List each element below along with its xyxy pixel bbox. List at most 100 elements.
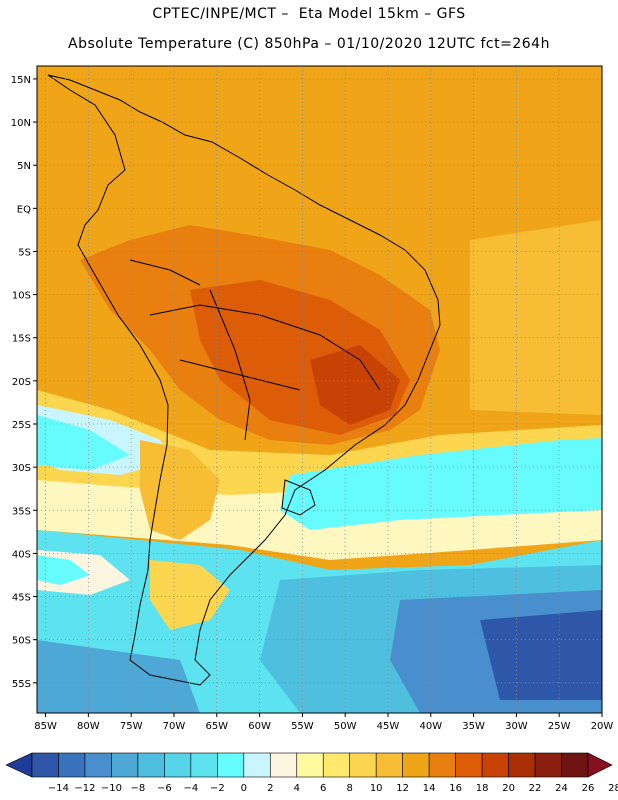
lon-tick-label: 75W [120,721,143,732]
colorbar-cell [137,752,165,778]
field-southeast-pacific [37,640,200,713]
temperature-field [37,66,602,713]
colorbar-tick-label: −8 [131,783,146,794]
colorbar-tick-label: 20 [502,783,515,794]
colorbar-tick-label: 0 [241,783,247,794]
field-andes-warm [140,440,220,540]
lat-tick-label: 10N [11,118,31,129]
lat-tick-label: EQ [17,204,31,215]
colorbar-tick-label: 16 [449,783,462,794]
lon-tick-label: 40W [419,721,442,732]
colorbar-tick-label: 14 [423,783,436,794]
colorbar-cell [217,752,245,778]
colorbar-cell [164,752,192,778]
colorbar-tick-label: 4 [294,783,300,794]
colorbar-labels: −14 −12 −10 −8 −6 −4 −2 0 2 4 6 8 10 12 14 16 18 20 22 24 26… [48,783,618,794]
colorbar-cell [111,752,139,778]
lat-tick-label: 15S [12,334,31,345]
chart-title-line1: CPTEC/INPE/MCT – Eta Model 15km – GFS [152,6,466,22]
colorbar-cell [243,752,271,778]
lon-tick-label: 45W [377,721,400,732]
colorbar-cell [322,752,351,778]
border-line-b [209,289,251,441]
colorbar-tick-label: 2 [267,783,273,794]
colorbar-tick-label: 8 [347,783,353,794]
colorbar-tick-label: 10 [370,783,383,794]
lat-tick-label: 15N [11,75,31,86]
lon-tick-label: 25W [548,721,571,732]
border-line-a [149,304,381,391]
lat-tick-label: 35S [12,506,31,517]
lon-tick-label: 20W [591,721,614,732]
temperature-colorbar: −14 −12 −10 −8 −6 −4 −2 0 2 4 6 8 10 12 14 16 18 20 22 24 26… [5,752,618,794]
border-line-d [129,259,201,286]
lon-tick-label: 70W [163,721,186,732]
colorbar-tick-label: 18 [476,783,489,794]
colorbar-cell [296,752,324,778]
field-patagonia-warm [150,560,230,630]
lat-tick-label: 50S [12,636,31,647]
colorbar-cell [269,752,298,778]
colorbar-cell [375,752,403,778]
colorbar-cells [5,752,613,778]
lon-tick-label: 85W [34,721,57,732]
colorbar-cell [349,752,377,778]
colorbar-tick-label: −6 [157,783,172,794]
colorbar-cell [508,752,536,778]
lon-tick-label: 50W [334,721,357,732]
border-line-c [179,359,301,391]
lon-tick-label: 65W [205,721,228,732]
field-cold-core-atlantic [480,610,602,700]
south-america-coastline [47,74,441,686]
field-pacific-cold-core [37,415,130,470]
map-frame [36,65,603,714]
colorbar-tick-label: −14 [48,783,69,794]
colorbar-tick-label: −12 [74,783,95,794]
lat-tick-label: 55S [12,679,31,690]
lon-tick-label: 35W [462,721,485,732]
colorbar-tick-label: 12 [396,783,409,794]
lon-tick-label: 55W [291,721,314,732]
colorbar-cell [402,752,430,778]
colorbar-tick-label: −4 [183,783,198,794]
lat-tick-label: 40S [12,549,31,560]
lon-tick-label: 60W [248,721,271,732]
colorbar-tick-label: 6 [320,783,326,794]
colorbar-cell [58,752,86,778]
chart-title-line2: Absolute Temperature (C) 850hPa – 01/10/… [68,36,550,52]
colorbar-min-arrow [5,752,33,778]
colorbar-cell [455,752,483,778]
lat-tick-label: 30S [12,463,31,474]
colorbar-tick-label: 28 [608,783,618,794]
colorbar-tick-label: 22 [529,783,542,794]
lon-tick-label: 30W [505,721,528,732]
field-atlantic-cold-band [280,438,602,530]
lat-tick-label: 45S [12,593,31,604]
field-brazil-hotspot [310,345,400,425]
field-pacific-cyan-patch [37,555,90,585]
coastlines [47,74,441,686]
colorbar-cell [84,752,112,778]
colorbar-tick-label: −10 [101,783,122,794]
lat-tick-label: 5N [17,161,31,172]
lon-tick-label: 80W [77,721,100,732]
longitude-axis: 85W 80W 75W 70W 65W 60W 55W 50W 45W 40W 35W 30W 25W 2… [34,713,613,732]
colorbar-cell [190,752,218,778]
latitude-axis: 15N 10N 5N EQ 5S 10S 15S 20S 25S 30S 35S 40S 45S 50S 5… [11,75,37,690]
colorbar-max-arrow [587,752,613,778]
lat-tick-label: 25S [12,420,31,431]
lat-tick-label: 10S [12,291,31,302]
temperature-map: 15N 10N 5N EQ 5S 10S 15S 20S 25S 30S 35S 40S 45S 50S 5… [11,65,613,732]
colorbar-cell [561,752,589,778]
lat-tick-label: 5S [18,247,31,258]
colorbar-tick-label: 26 [582,783,595,794]
colorbar-cell [534,752,562,778]
lat-tick-label: 20S [12,377,31,388]
colorbar-tick-label: 24 [555,783,568,794]
colorbar-cell [481,752,509,778]
colorbar-cell [428,752,456,778]
colorbar-tick-label: −2 [210,783,225,794]
field-east-atlantic [470,220,602,415]
river-plate-outline [281,479,316,516]
colorbar-cell [31,752,59,778]
